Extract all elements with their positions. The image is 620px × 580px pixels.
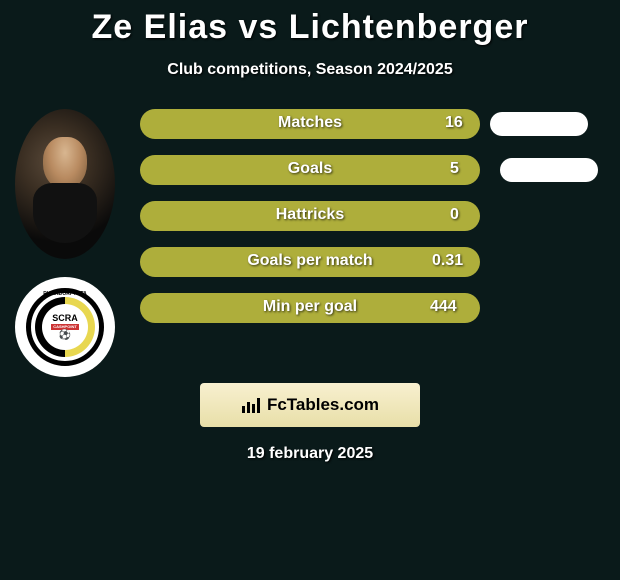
stat-row: Hattricks0 xyxy=(130,201,590,231)
brand-badge: FcTables.com xyxy=(200,383,420,427)
stat-value-left: 0 xyxy=(450,206,459,224)
bars-icon xyxy=(241,396,263,414)
player2-club-logo: RHEINDORF ALTA SCRA CASHPOINT ⚽ xyxy=(15,277,115,377)
stat-bar-left xyxy=(140,247,480,277)
stat-row: Min per goal444 xyxy=(130,293,590,323)
stat-row: Matches16 xyxy=(130,109,590,139)
stat-value-left: 5 xyxy=(450,160,459,178)
stat-value-left: 16 xyxy=(445,114,463,132)
stat-pill-right xyxy=(490,112,588,136)
club-logo-core: SCRA CASHPOINT ⚽ xyxy=(42,304,88,350)
stat-bar-left xyxy=(140,155,480,185)
footer-date: 19 february 2025 xyxy=(0,445,620,463)
page-title: Ze Elias vs Lichtenberger xyxy=(0,0,620,47)
stat-bars: Matches16 Goals5 Hattricks0 Goals per match… xyxy=(130,109,590,323)
stat-row: Goals per match0.31 xyxy=(130,247,590,277)
brand-text: FcTables.com xyxy=(267,395,379,415)
player1-avatar xyxy=(15,109,115,259)
stat-bar-left xyxy=(140,109,480,139)
stat-bar-left xyxy=(140,293,480,323)
page-subtitle: Club competitions, Season 2024/2025 xyxy=(0,61,620,79)
club-logo-ring: RHEINDORF ALTA SCRA CASHPOINT ⚽ xyxy=(26,288,104,366)
ball-icon: ⚽ xyxy=(59,331,71,341)
club-sub-label: CASHPOINT xyxy=(51,324,79,330)
stat-value-left: 0.31 xyxy=(432,252,463,270)
stat-row: Goals5 xyxy=(130,155,590,185)
club-ring-text: RHEINDORF ALTA xyxy=(31,291,99,297)
avatar-column: RHEINDORF ALTA SCRA CASHPOINT ⚽ xyxy=(10,109,120,395)
stat-value-left: 444 xyxy=(430,298,457,316)
stat-pill-right xyxy=(500,158,598,182)
stat-bar-left xyxy=(140,201,480,231)
comparison-content: RHEINDORF ALTA SCRA CASHPOINT ⚽ Matches1… xyxy=(0,109,620,323)
club-acronym: SCRA xyxy=(52,314,78,323)
